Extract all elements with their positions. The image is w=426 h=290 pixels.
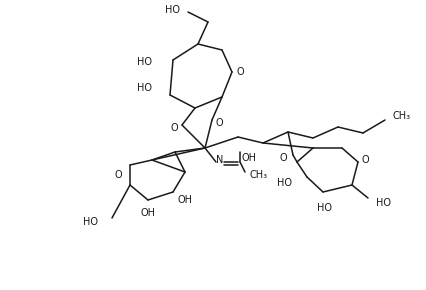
Text: O: O [114,170,122,180]
Text: OH: OH [178,195,193,205]
Text: O: O [236,67,244,77]
Text: OH: OH [140,208,155,218]
Text: OH: OH [242,153,256,163]
Text: HO: HO [375,198,390,208]
Text: HO: HO [317,203,332,213]
Text: HO: HO [137,83,152,93]
Text: HO: HO [276,178,291,188]
Text: O: O [170,123,178,133]
Text: O: O [361,155,369,165]
Text: N: N [216,155,223,165]
Text: O: O [216,118,223,128]
Text: HO: HO [83,217,98,227]
Text: CH₃: CH₃ [249,170,268,180]
Text: CH₃: CH₃ [392,111,410,121]
Text: HO: HO [137,57,152,67]
Text: HO: HO [164,5,180,15]
Text: O: O [279,153,286,163]
